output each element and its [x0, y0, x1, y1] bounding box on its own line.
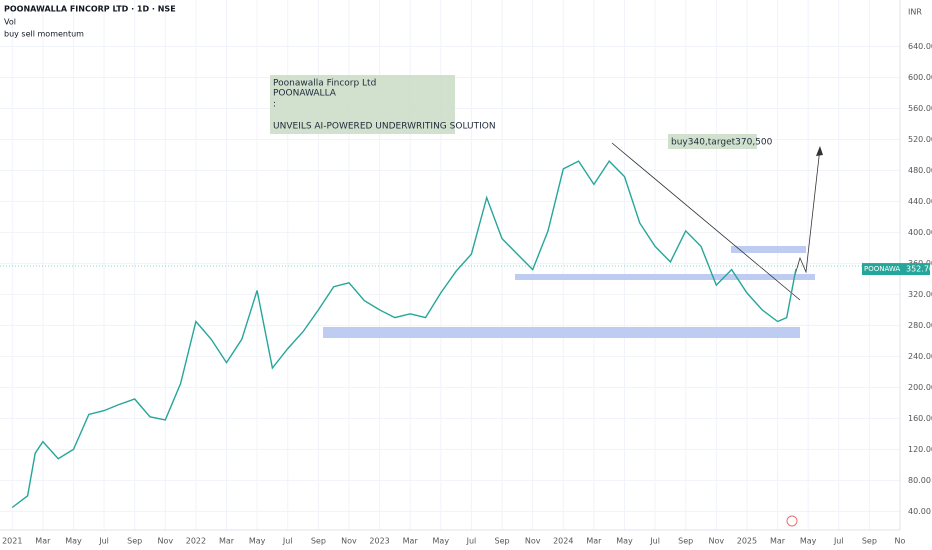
- x-tick-label: Sep: [678, 537, 693, 546]
- note-text: :: [273, 100, 276, 110]
- note-text: buy340,target370,500: [671, 138, 773, 148]
- x-tick-label: 2023: [369, 537, 389, 546]
- x-tick-label: May: [249, 537, 266, 546]
- y-tick-label: 120.00: [908, 445, 932, 454]
- zone: [731, 246, 806, 253]
- y-tick-label: 400.00: [908, 228, 932, 237]
- note-box: [668, 134, 757, 149]
- y-tick-label: 600.00: [908, 73, 932, 82]
- event-icon[interactable]: [786, 515, 798, 527]
- x-tick-label: Jul: [98, 537, 109, 546]
- x-tick-label: May: [65, 537, 82, 546]
- price-tag-name: POONAWALLA: [864, 265, 913, 273]
- y-tick-label: 160.00: [908, 414, 932, 423]
- indicator-label: Vol: [4, 18, 16, 27]
- x-tick-label: Mar: [770, 537, 786, 546]
- x-tick-label: Mar: [403, 537, 419, 546]
- trend-line: [611, 142, 801, 301]
- zone: [323, 327, 800, 338]
- projection-arrow: [794, 147, 821, 276]
- x-tick-label: Sep: [311, 537, 326, 546]
- x-tick-label: Nov: [157, 537, 173, 546]
- chart-title: POONAWALLA FINCORP LTD · 1D · NSE: [4, 5, 176, 14]
- y-tick-label: 520.00: [908, 135, 932, 144]
- y-tick-label: 640.00: [908, 42, 932, 51]
- x-tick-label: Jul: [466, 537, 477, 546]
- price-tag: [862, 263, 900, 276]
- x-tick-label: Mar: [586, 537, 602, 546]
- note-text: UNVEILS AI-POWERED UNDERWRITING SOLUTION: [273, 122, 496, 132]
- x-tick-label: Jul: [649, 537, 660, 546]
- arrowhead: [816, 146, 823, 156]
- x-tick-label: 2021: [2, 537, 22, 546]
- plot: [11, 159, 797, 509]
- y-tick-label: 240.00: [908, 352, 932, 361]
- price-line: [11, 159, 797, 509]
- x-tick-label: Mar: [35, 537, 51, 546]
- x-tick-label: 2024: [553, 537, 573, 546]
- x-tick-label: Nov: [341, 537, 357, 546]
- y-tick-label: 560.00: [908, 104, 932, 113]
- y-tick-label: 80.00: [908, 476, 931, 485]
- x-tick-label: No: [895, 537, 906, 546]
- y-tick-label: 440.00: [908, 197, 932, 206]
- x-tick-label: Sep: [862, 537, 877, 546]
- x-tick-label: 2022: [186, 537, 206, 546]
- x-tick-label: Jul: [833, 537, 844, 546]
- x-tick-label: Sep: [127, 537, 142, 546]
- x-tick-label: Jul: [282, 537, 293, 546]
- y-tick-label: 40.00: [908, 507, 931, 516]
- y-tick-label: 200.00: [908, 383, 932, 392]
- price-tag-value: 352.70: [906, 265, 932, 274]
- x-tick-label: Sep: [495, 537, 510, 546]
- y-tick-label: 280.00: [908, 321, 932, 330]
- x-tick-label: Nov: [525, 537, 541, 546]
- zone: [515, 274, 815, 280]
- x-tick-label: 2025: [737, 537, 757, 546]
- x-tick-label: May: [433, 537, 450, 546]
- price-tag: [900, 263, 930, 276]
- x-tick-label: Nov: [709, 537, 725, 546]
- y-tick-label: 480.00: [908, 166, 932, 175]
- indicator-label: buy sell momentum: [4, 30, 84, 39]
- x-tick-label: May: [800, 537, 817, 546]
- y-tick-label: 320.00: [908, 290, 932, 299]
- x-tick-label: May: [616, 537, 633, 546]
- note-box: [270, 75, 455, 134]
- currency: INR: [908, 8, 922, 17]
- note-text: Poonawalla Fincorp Ltd: [273, 79, 376, 89]
- note-text: POONAWALLA: [273, 89, 337, 99]
- x-tick-label: Mar: [219, 537, 235, 546]
